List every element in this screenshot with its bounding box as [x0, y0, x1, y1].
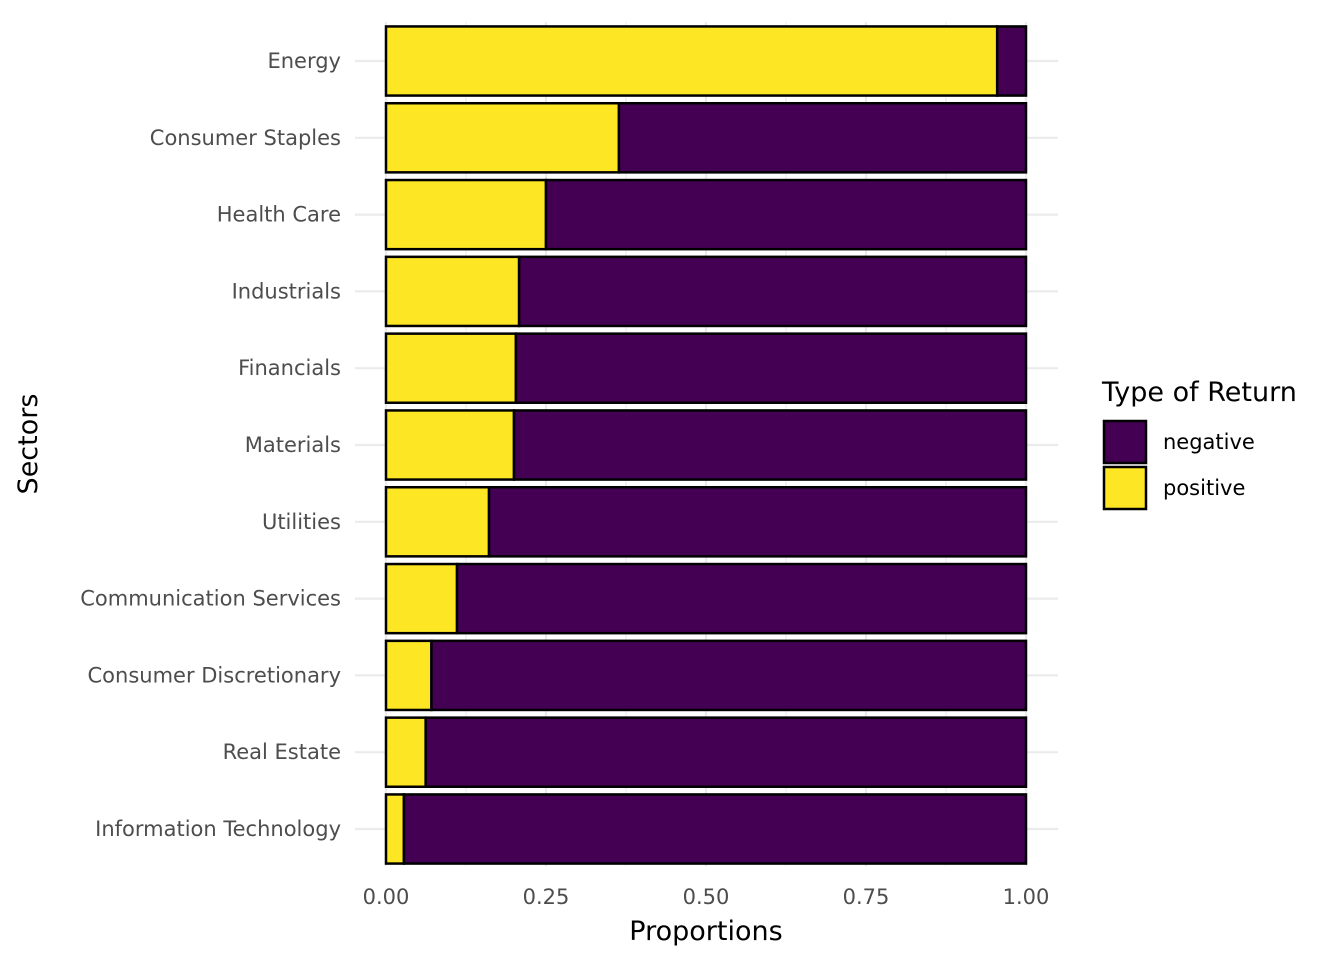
- legend-title: Type of Return: [1101, 377, 1297, 408]
- x-tick-label: 0.75: [843, 885, 890, 909]
- legend-entries: negative positive: [1102, 419, 1255, 511]
- y-tick-label: Consumer Discretionary: [88, 663, 342, 687]
- bar-negative-real-estate: [424, 716, 1028, 789]
- x-tick-label: 0.25: [523, 885, 570, 909]
- bar-negative-industrials: [517, 255, 1028, 328]
- bar-positive-utilities: [384, 485, 491, 558]
- x-axis-title: Proportions: [629, 916, 782, 947]
- y-tick-label: Financials: [238, 356, 341, 380]
- legend-label-positive: positive: [1163, 476, 1245, 500]
- legend-label-negative: negative: [1163, 430, 1255, 454]
- y-tick-label: Real Estate: [223, 740, 341, 764]
- y-axis-tick-labels: Energy Consumer Staples Health Care Industr…: [80, 49, 341, 841]
- bar-negative-consumer-discretionary: [430, 639, 1028, 712]
- bar-positive-materials: [384, 409, 516, 481]
- x-axis-tick-labels: 0.00 0.25 0.50 0.75 1.00: [363, 885, 1050, 909]
- y-axis-title: Sectors: [13, 394, 44, 495]
- y-tick-label: Energy: [267, 49, 341, 73]
- bar-negative-information-technology: [402, 793, 1028, 865]
- y-tick-label: Utilities: [262, 510, 341, 534]
- bar-positive-communication-services: [384, 562, 459, 635]
- bar-positive-health-care: [384, 178, 548, 251]
- bar-positive-energy: [384, 25, 999, 97]
- bar-negative-financials: [514, 332, 1028, 405]
- bar-positive-consumer-staples: [384, 101, 621, 174]
- y-tick-label: Industrials: [232, 279, 341, 303]
- bar-positive-information-technology: [384, 793, 406, 865]
- bar-negative-consumer-staples: [617, 101, 1028, 174]
- bar-negative-materials: [512, 409, 1028, 481]
- bar-negative-utilities: [487, 485, 1028, 558]
- y-tick-label: Information Technology: [95, 817, 341, 841]
- y-tick-label: Materials: [245, 433, 341, 457]
- y-tick-label: Health Care: [217, 203, 341, 227]
- legend-key-positive: [1102, 465, 1148, 511]
- bar-negative-energy: [995, 25, 1028, 97]
- legend-key-negative: [1102, 419, 1148, 465]
- bar-positive-real-estate: [384, 716, 427, 789]
- x-tick-label: 0.00: [363, 885, 410, 909]
- y-tick-label: Consumer Staples: [150, 126, 341, 150]
- legend: Type of Return negative positive: [1101, 377, 1297, 511]
- bar-negative-communication-services: [455, 562, 1028, 635]
- bar-positive-consumer-discretionary: [384, 639, 433, 712]
- bar-positive-industrials: [384, 255, 521, 328]
- bar-positive-financials: [384, 332, 518, 405]
- bars: [384, 25, 1028, 865]
- bar-negative-health-care: [544, 178, 1028, 251]
- x-tick-label: 0.50: [683, 885, 730, 909]
- y-tick-label: Communication Services: [80, 587, 341, 611]
- x-tick-label: 1.00: [1003, 885, 1050, 909]
